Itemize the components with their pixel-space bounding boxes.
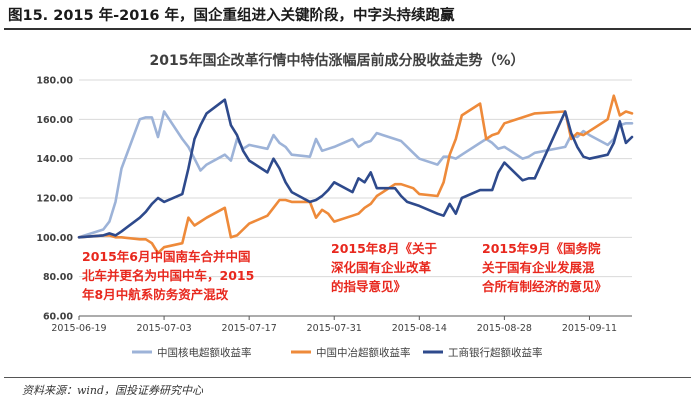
y-tick-label: 140.00	[36, 154, 73, 165]
legend-label: 工商银行超额收益率	[448, 346, 543, 359]
series-line-icbc	[77, 98, 634, 239]
legend-label: 中国中冶超额收益率	[316, 346, 411, 359]
annotation-line: 深化国有企业改革	[331, 260, 432, 275]
x-tick-label: 2015-09-11	[562, 323, 617, 334]
series-line-metallurgy	[77, 94, 634, 255]
x-tick-label: 2015-07-03	[136, 323, 191, 334]
x-tick-label: 2015-08-28	[477, 323, 532, 334]
series-line-nuclear	[77, 110, 634, 239]
annotation-line: 关于国有企业发展混	[482, 260, 595, 275]
y-tick-label: 60.00	[43, 312, 73, 323]
legend-label: 中国核电超额收益率	[157, 346, 252, 359]
x-tick-label: 2015-07-17	[222, 323, 277, 334]
series-lines	[77, 94, 634, 255]
annotation-line: 合所有制经济的意见》	[482, 279, 607, 294]
annotation-line: 年8月中航系防务资产混改	[82, 287, 229, 302]
y-tick-label: 160.00	[36, 115, 73, 126]
y-tick-label: 120.00	[36, 194, 73, 205]
x-tick-label: 2015-06-19	[51, 323, 106, 334]
top-rule	[4, 28, 691, 30]
y-tick-label: 180.00	[36, 76, 73, 87]
annotation-line: 2015年6月中国南车合并中国	[82, 249, 251, 264]
x-tick-label: 2015-08-14	[392, 323, 447, 334]
annotation-line: 2015年8月《关于	[331, 241, 437, 256]
figure-title: 图15. 2015 年-2016 年，国企重组进入关键阶段，中字头持续跑赢	[8, 8, 455, 24]
annotation-line: 2015年9月《国务院	[482, 241, 601, 256]
y-tick-label: 80.00	[43, 272, 73, 283]
legend: 中国核电超额收益率 中国中冶超额收益率 工商银行超额收益率	[132, 346, 543, 359]
chart-title: 2015年国企改革行情中特估涨幅居前成分股收益走势（%）	[150, 52, 525, 69]
x-axis-ticks: 2015-06-19 2015-07-03 2015-07-17 2015-07-31…	[51, 315, 632, 334]
y-axis-ticks: 60.00 80.00 100.00 120.00 140.00 160.00 180.00	[36, 76, 73, 323]
source-note: 资料来源：wind，国投证券研究中心	[22, 384, 204, 397]
annotation-line: 的指导意见》	[331, 279, 406, 294]
bottom-rule	[4, 377, 691, 378]
line-chart: 2015年国企改革行情中特估涨幅居前成分股收益走势（%） 60.00 80.00 1…	[36, 52, 634, 359]
x-tick-label: 2015-07-31	[307, 323, 362, 334]
annotation-line: 北车并更名为中国中车，2015	[82, 268, 254, 283]
y-tick-label: 100.00	[36, 233, 73, 244]
